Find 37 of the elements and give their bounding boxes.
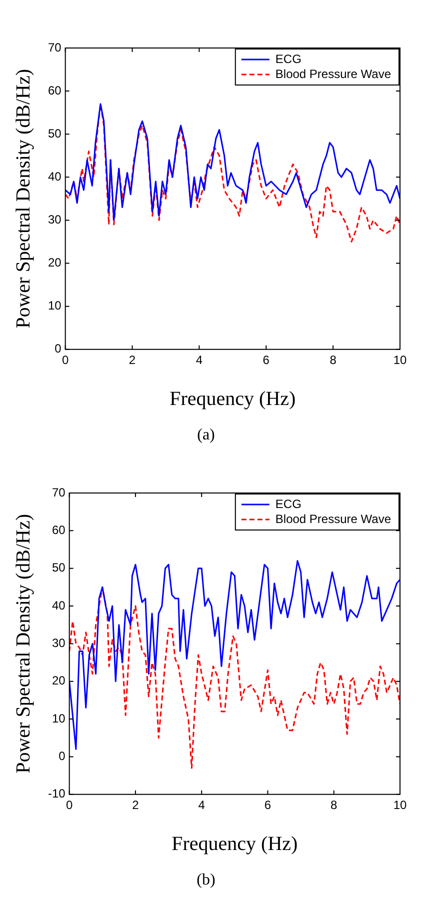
y-tick-label: 20: [52, 674, 66, 688]
y-tick-label: 0: [54, 342, 62, 356]
y-tick-label: 0: [58, 749, 66, 764]
text: (b): [196, 872, 216, 889]
y-axis-title: Power Spectral Density (dB/Hz): [12, 69, 34, 328]
x-tick-label: 4: [196, 352, 203, 367]
y-tick-label: 40: [48, 169, 62, 184]
y-tick-label: 30: [48, 212, 62, 227]
x-tick-label: 4: [198, 798, 206, 812]
y-tick-label: 70: [52, 485, 66, 500]
x-tick-label: 10: [393, 798, 407, 812]
y-tick-label: 50: [48, 126, 62, 140]
y-tick-label: 40: [52, 598, 66, 612]
y-tick-label: 70: [48, 40, 62, 54]
legend-label: ECG: [275, 52, 302, 66]
y-tick-label: 60: [48, 83, 62, 98]
x-tick-label: 2: [132, 798, 140, 812]
x-tick-label: 6: [262, 352, 270, 367]
x-axis-title: Frequency (Hz): [170, 388, 296, 410]
legend-label: Blood Pressure Wave: [275, 512, 392, 526]
y-tick-label: 30: [52, 636, 66, 650]
x-tick-label: 8: [330, 352, 337, 367]
y-tick-label: 10: [48, 298, 62, 313]
x-tick-label: 10: [393, 352, 407, 367]
legend-label: ECG: [275, 496, 302, 511]
x-tick-label: 6: [264, 798, 272, 812]
legend-label: Blood Pressure Wave: [275, 66, 392, 81]
y-tick-label: 20: [48, 256, 62, 270]
y-tick-label: -10: [48, 786, 66, 801]
x-tick-label: 8: [330, 798, 338, 812]
y-axis-title: Power Spectral Density (dB/Hz): [12, 514, 34, 774]
x-tick-label: 2: [128, 352, 136, 367]
y-tick-label: 50: [52, 560, 66, 575]
y-tick-label: 60: [52, 522, 66, 537]
text: (a): [197, 426, 215, 444]
x-axis-title: Frequency (Hz): [172, 833, 298, 856]
y-tick-label: 10: [52, 711, 66, 726]
